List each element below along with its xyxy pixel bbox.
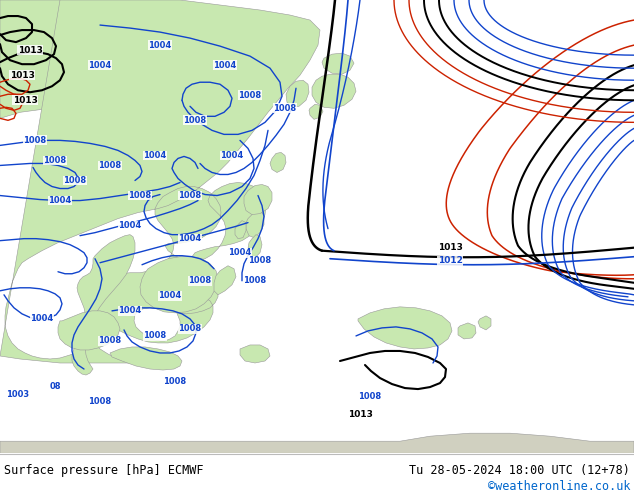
Polygon shape [0, 433, 634, 453]
Polygon shape [72, 235, 135, 375]
Text: 1008: 1008 [238, 91, 262, 100]
Polygon shape [140, 257, 218, 313]
Text: 1004: 1004 [30, 315, 54, 323]
Polygon shape [0, 0, 200, 118]
Text: 1008: 1008 [249, 256, 271, 265]
Text: 1004: 1004 [119, 306, 141, 316]
Text: 1008: 1008 [243, 276, 266, 285]
Text: 1008: 1008 [129, 191, 152, 200]
Text: 1008: 1008 [178, 191, 202, 200]
Polygon shape [248, 235, 262, 258]
Text: 1004: 1004 [178, 234, 202, 243]
Text: 1004: 1004 [148, 41, 172, 49]
Polygon shape [286, 80, 309, 107]
Polygon shape [270, 152, 286, 172]
Text: Tu 28-05-2024 18:00 UTC (12+78): Tu 28-05-2024 18:00 UTC (12+78) [409, 464, 630, 477]
Text: 1008: 1008 [273, 104, 297, 113]
Text: 1004: 1004 [48, 196, 72, 205]
Text: 1008: 1008 [143, 331, 167, 341]
Text: 1008: 1008 [88, 396, 112, 406]
Polygon shape [478, 316, 491, 330]
Polygon shape [246, 211, 264, 238]
Text: 1008: 1008 [63, 176, 87, 185]
Polygon shape [312, 74, 356, 108]
Polygon shape [214, 266, 236, 295]
Text: 1013: 1013 [347, 410, 372, 418]
Polygon shape [244, 185, 272, 215]
Text: 1004: 1004 [143, 151, 167, 160]
Text: 1008: 1008 [23, 136, 46, 145]
Polygon shape [309, 104, 323, 120]
Polygon shape [458, 323, 476, 339]
Text: 1008: 1008 [188, 276, 212, 285]
Text: 1004: 1004 [119, 221, 141, 230]
Text: 1013: 1013 [437, 243, 462, 252]
Text: 1013: 1013 [13, 96, 37, 105]
Text: 1012: 1012 [437, 256, 462, 265]
Text: 1008: 1008 [358, 392, 382, 401]
Text: 1008: 1008 [44, 156, 67, 165]
Text: 1004: 1004 [214, 61, 236, 70]
Text: 1003: 1003 [6, 390, 30, 398]
Text: 1004: 1004 [221, 151, 243, 160]
Text: 1008: 1008 [98, 337, 122, 345]
Polygon shape [322, 53, 354, 74]
Text: 1013: 1013 [18, 46, 42, 55]
Text: 08: 08 [49, 382, 61, 391]
Polygon shape [110, 347, 182, 370]
Text: 1008: 1008 [164, 376, 186, 386]
Polygon shape [58, 311, 120, 350]
Text: 1004: 1004 [158, 292, 181, 300]
Text: 1004: 1004 [228, 248, 252, 257]
Polygon shape [235, 220, 246, 239]
Polygon shape [358, 307, 452, 349]
Text: ©weatheronline.co.uk: ©weatheronline.co.uk [488, 480, 630, 490]
Text: 1008: 1008 [183, 116, 207, 125]
Polygon shape [0, 0, 320, 363]
Text: 1008: 1008 [98, 161, 122, 170]
Text: 1013: 1013 [10, 71, 34, 80]
Polygon shape [84, 319, 90, 347]
Text: 1004: 1004 [88, 61, 112, 70]
Text: Surface pressure [hPa] ECMWF: Surface pressure [hPa] ECMWF [4, 464, 204, 477]
Polygon shape [240, 345, 270, 363]
Text: 1008: 1008 [178, 324, 202, 333]
